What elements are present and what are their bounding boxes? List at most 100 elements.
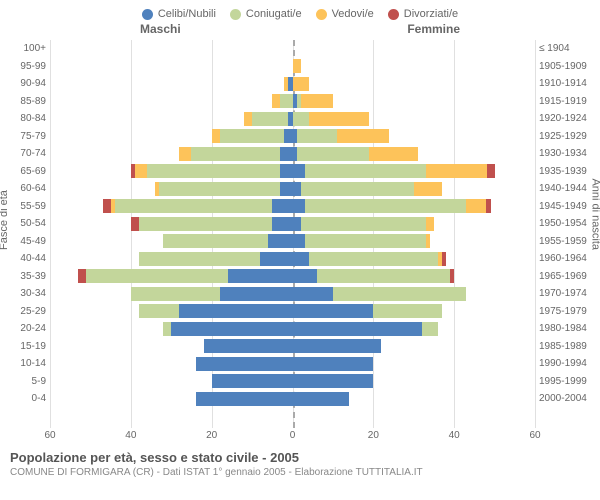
male-bar bbox=[0, 392, 293, 406]
male-bar bbox=[0, 339, 293, 353]
bar-segment bbox=[369, 147, 418, 161]
legend-label: Vedovi/e bbox=[332, 8, 374, 20]
male-bar bbox=[0, 77, 293, 91]
male-bar bbox=[0, 287, 293, 301]
pyramid-row: 60-641940-1944 bbox=[50, 180, 535, 198]
male-bar bbox=[0, 252, 293, 266]
male-bar bbox=[0, 94, 293, 108]
male-bar bbox=[0, 322, 293, 336]
female-bar bbox=[293, 182, 600, 196]
female-bar bbox=[293, 77, 600, 91]
pyramid-row: 40-441960-1964 bbox=[50, 250, 535, 268]
x-tick: 20 bbox=[368, 430, 379, 441]
pyramid-row: 100+≤ 1904 bbox=[50, 40, 535, 58]
bar-segment bbox=[301, 217, 426, 231]
bar-segment bbox=[297, 129, 337, 143]
male-bar bbox=[0, 182, 293, 196]
bar-segment bbox=[163, 234, 268, 248]
pyramid-row: 70-741930-1934 bbox=[50, 145, 535, 163]
bar-segment bbox=[422, 322, 438, 336]
female-bar bbox=[293, 129, 600, 143]
bar-segment bbox=[272, 199, 292, 213]
bar-segment bbox=[293, 269, 317, 283]
bar-segment bbox=[135, 164, 147, 178]
plot-area: 100+≤ 190495-991905-190990-941910-191485… bbox=[50, 40, 535, 428]
bar-segment bbox=[309, 112, 370, 126]
bar-segment bbox=[115, 199, 273, 213]
legend-swatch bbox=[316, 9, 327, 20]
male-bar bbox=[0, 147, 293, 161]
male-bar bbox=[0, 42, 293, 56]
female-bar bbox=[293, 304, 600, 318]
male-bar bbox=[0, 234, 293, 248]
bar-segment bbox=[191, 147, 280, 161]
female-bar bbox=[293, 112, 600, 126]
bar-segment bbox=[293, 287, 333, 301]
female-header: Femmine bbox=[407, 22, 460, 36]
bar-segment bbox=[284, 129, 292, 143]
bar-segment bbox=[220, 287, 293, 301]
x-tick: 60 bbox=[529, 430, 540, 441]
female-bar bbox=[293, 252, 600, 266]
legend-item: Celibi/Nubili bbox=[142, 8, 216, 20]
pyramid-row: 30-341970-1974 bbox=[50, 285, 535, 303]
chart-footer: Popolazione per età, sesso e stato civil… bbox=[0, 444, 600, 478]
population-pyramid-chart: Celibi/NubiliConiugati/eVedovi/eDivorzia… bbox=[0, 0, 600, 500]
pyramid-row: 0-42000-2004 bbox=[50, 390, 535, 408]
bar-segment bbox=[220, 129, 285, 143]
pyramid-row: 85-891915-1919 bbox=[50, 93, 535, 111]
bar-segment bbox=[305, 164, 426, 178]
bar-segment bbox=[309, 252, 438, 266]
bar-segment bbox=[293, 322, 422, 336]
x-tick: 60 bbox=[44, 430, 55, 441]
bar-segment bbox=[297, 147, 370, 161]
bar-segment bbox=[139, 304, 179, 318]
bar-segment bbox=[252, 112, 288, 126]
bar-segment bbox=[293, 357, 374, 371]
legend-item: Coniugati/e bbox=[230, 8, 302, 20]
female-bar bbox=[293, 147, 600, 161]
female-bar bbox=[293, 217, 600, 231]
bar-segment bbox=[305, 199, 467, 213]
bar-segment bbox=[280, 164, 292, 178]
footer-subtitle: COMUNE DI FORMIGARA (CR) - Dati ISTAT 1°… bbox=[10, 467, 590, 478]
x-tick: 0 bbox=[290, 430, 296, 441]
bar-segment bbox=[212, 129, 220, 143]
bar-segment bbox=[280, 94, 292, 108]
bar-segment bbox=[163, 322, 171, 336]
bar-segment bbox=[293, 164, 305, 178]
legend-label: Coniugati/e bbox=[246, 8, 302, 20]
bar-segment bbox=[204, 339, 293, 353]
bar-segment bbox=[317, 269, 450, 283]
pyramid-row: 10-141990-1994 bbox=[50, 355, 535, 373]
male-bar bbox=[0, 199, 293, 213]
bar-segment bbox=[426, 164, 487, 178]
bar-segment bbox=[260, 252, 292, 266]
female-bar bbox=[293, 234, 600, 248]
bar-segment bbox=[293, 77, 309, 91]
bar-segment bbox=[293, 374, 374, 388]
pyramid-row: 50-541950-1954 bbox=[50, 215, 535, 233]
x-tick: 20 bbox=[206, 430, 217, 441]
pyramid-row: 5-91995-1999 bbox=[50, 373, 535, 391]
footer-title: Popolazione per età, sesso e stato civil… bbox=[10, 450, 590, 465]
bar-segment bbox=[147, 164, 280, 178]
bar-segment bbox=[293, 199, 305, 213]
pyramid-row: 75-791925-1929 bbox=[50, 128, 535, 146]
bar-segment bbox=[293, 234, 305, 248]
female-bar bbox=[293, 164, 600, 178]
pyramid-row: 65-691935-1939 bbox=[50, 163, 535, 181]
bar-segment bbox=[244, 112, 252, 126]
x-axis: 0202040406060 bbox=[50, 428, 535, 444]
male-bar bbox=[0, 112, 293, 126]
female-bar bbox=[293, 322, 600, 336]
male-bar bbox=[0, 304, 293, 318]
bar-segment bbox=[450, 269, 454, 283]
bar-segment bbox=[179, 147, 191, 161]
legend-item: Vedovi/e bbox=[316, 8, 374, 20]
male-bar bbox=[0, 129, 293, 143]
bar-segment bbox=[293, 182, 301, 196]
column-headers: Maschi Femmine bbox=[0, 22, 600, 40]
bar-segment bbox=[333, 287, 466, 301]
legend-swatch bbox=[142, 9, 153, 20]
